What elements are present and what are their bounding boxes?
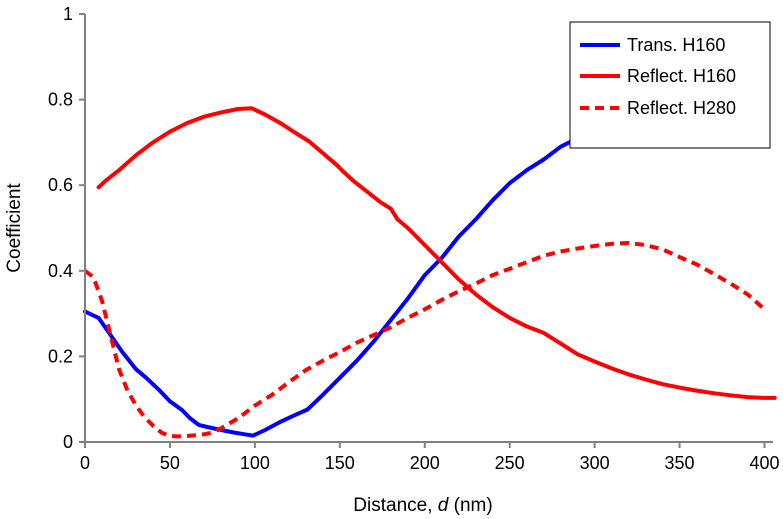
x-tick-label: 150 <box>325 453 355 473</box>
x-axis-title-part: Distance, <box>353 495 437 516</box>
x-axis-title-variable: d <box>438 495 450 516</box>
x-tick-label: 50 <box>160 453 180 473</box>
x-tick-label: 100 <box>240 453 270 473</box>
y-tick-label: 0.4 <box>48 261 73 281</box>
x-tick-label: 300 <box>580 453 610 473</box>
legend: Trans. H160 Reflect. H160 Reflect. H280 <box>569 21 771 149</box>
x-axis-title-unit: (nm) <box>448 495 492 516</box>
series-line-trans-h160 <box>83 121 607 438</box>
series-line-reflect-h160 <box>96 106 777 400</box>
y-tick-label: 0.2 <box>48 346 73 366</box>
x-tick-label: 250 <box>495 453 525 473</box>
y-axis-title: Coefficient <box>4 183 25 273</box>
legend-label-reflect-h160: Reflect. H160 <box>627 66 736 86</box>
x-tick-label: 400 <box>749 453 779 473</box>
series-layer <box>83 106 777 439</box>
x-tick-label: 200 <box>410 453 440 473</box>
axes-layer: 0 0.2 0.4 0.6 0.8 1 0 50 100 150 200 250 300 350 400 <box>48 4 780 473</box>
x-tick-label: 0 <box>80 453 90 473</box>
y-tick-label: 0.8 <box>48 90 73 110</box>
legend-label-trans-h160: Trans. H160 <box>627 35 725 55</box>
series-line-reflect-h280 <box>83 241 766 439</box>
y-tick-label: 0.6 <box>48 175 73 195</box>
x-tick-label: 350 <box>665 453 695 473</box>
y-tick-label: 0 <box>63 432 73 452</box>
legend-label-reflect-h280: Reflect. H280 <box>627 98 736 118</box>
y-tick-label: 1 <box>63 4 73 24</box>
x-axis-title: Distance, d (nm) <box>353 495 492 516</box>
